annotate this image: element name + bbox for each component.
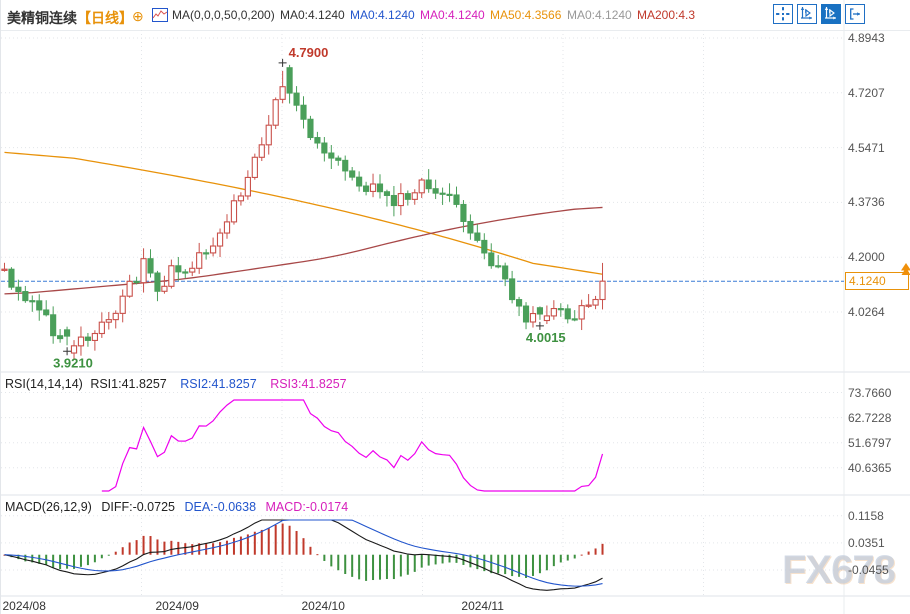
svg-text:3.9210: 3.9210: [53, 355, 93, 370]
svg-text:4.0015: 4.0015: [526, 330, 566, 345]
svg-text:4.7900: 4.7900: [289, 45, 329, 60]
